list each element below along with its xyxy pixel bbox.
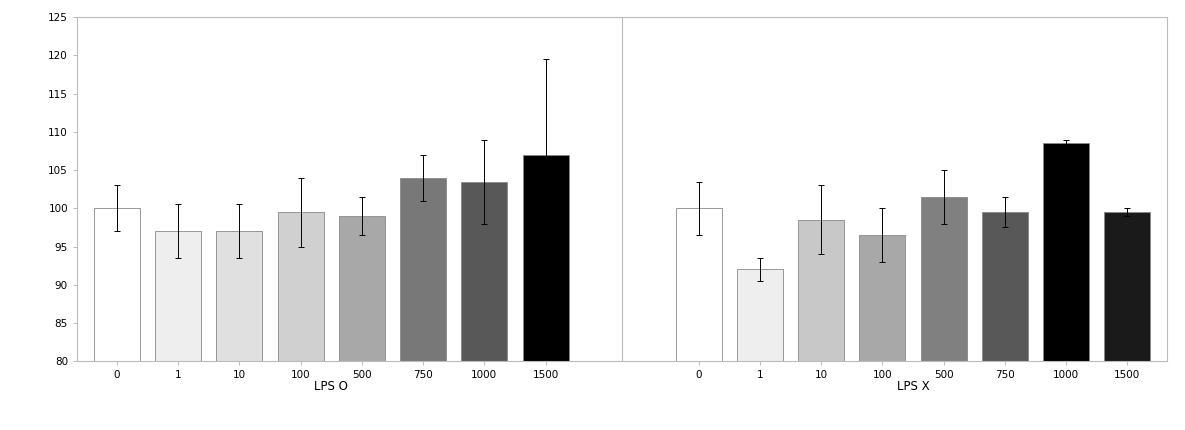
Bar [523, 155, 569, 361]
Bar [1043, 143, 1089, 361]
Bar [401, 178, 446, 361]
Bar [94, 208, 140, 361]
Bar [1104, 212, 1151, 361]
Bar [277, 212, 324, 361]
Text: LPS O: LPS O [314, 380, 348, 393]
Bar [217, 231, 262, 361]
Bar [339, 216, 385, 361]
Bar [921, 197, 967, 361]
Bar [461, 181, 507, 361]
Bar [982, 212, 1027, 361]
Bar [737, 270, 783, 361]
Bar [799, 220, 844, 361]
Bar [155, 231, 201, 361]
Bar [675, 208, 722, 361]
Text: LPS X: LPS X [897, 380, 929, 393]
Bar [859, 235, 905, 361]
